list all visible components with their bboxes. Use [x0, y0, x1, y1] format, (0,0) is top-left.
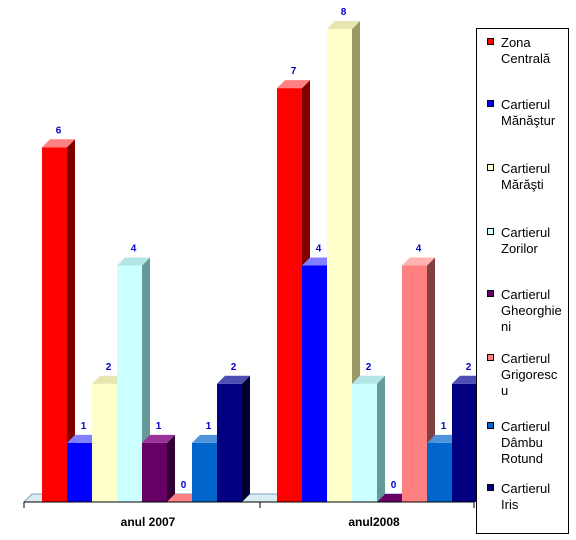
- bar-side: [377, 375, 385, 502]
- legend-label-line: Zorilor: [501, 241, 538, 256]
- data-label: 4: [316, 244, 322, 255]
- data-label: 1: [81, 421, 87, 432]
- bar-top: [277, 80, 310, 89]
- bar-top: [302, 257, 335, 266]
- legend-label-line: Cartierul: [501, 481, 551, 496]
- data-label: 2: [366, 362, 372, 373]
- bar-top: [377, 494, 410, 502]
- legend-label-line: Grigoresc: [501, 367, 558, 382]
- legend-label-line: Centrală: [501, 51, 551, 66]
- legend-label: Cartierul Mănăştur: [501, 97, 569, 129]
- bar-top: [142, 434, 175, 443]
- data-labels: 6 1 2 4 1 0 1 2 7 4 8 2 0 4 1 2: [56, 7, 472, 491]
- bar: [42, 139, 75, 502]
- bar-top: [67, 434, 100, 443]
- bar: [352, 375, 385, 502]
- data-label: 1: [441, 421, 447, 432]
- legend-label: Cartierul Dâmbu Rotund: [501, 419, 569, 467]
- x-axis: anul 2007 anul2008: [23, 501, 475, 529]
- legend-label-line: Zona: [501, 35, 531, 50]
- legend-label-line: Mărăşti: [501, 177, 544, 192]
- legend-swatch: [487, 164, 494, 171]
- data-label: 7: [291, 66, 297, 77]
- data-label: 8: [341, 7, 347, 18]
- legend-swatch: [487, 422, 494, 429]
- data-label: 4: [131, 244, 137, 255]
- legend-label-line: Cartierul: [501, 351, 551, 366]
- legend-swatch: [487, 228, 494, 235]
- bar-top: [327, 21, 360, 29]
- bar-side: [167, 434, 175, 502]
- legend-swatch: [487, 290, 494, 297]
- data-label: 6: [56, 125, 62, 136]
- bar: [217, 375, 250, 502]
- bar-top: [427, 434, 460, 443]
- legend-label: Cartierul Iris: [501, 481, 569, 513]
- legend-label-line: Iris: [501, 497, 519, 512]
- legend-label-line: u: [501, 383, 509, 398]
- bar-front: [302, 265, 327, 502]
- chart-bars: [42, 21, 485, 502]
- bar-side: [242, 375, 250, 502]
- data-label: 1: [156, 421, 162, 432]
- data-label: 2: [231, 362, 237, 373]
- legend-label-line: Cartierul: [501, 225, 551, 240]
- legend-label: Cartierul Grigoresc u: [501, 351, 569, 399]
- legend-label-line: Dâmbu: [501, 435, 543, 450]
- data-label: 0: [391, 480, 397, 491]
- legend-label: Cartierul Zorilor: [501, 225, 569, 257]
- legend-label-line: Cartierul: [501, 97, 551, 112]
- bar: [377, 494, 410, 502]
- legend-label-line: Rotund: [501, 451, 543, 466]
- legend-swatch: [487, 484, 494, 491]
- data-label: 2: [466, 362, 472, 373]
- bar-front: [452, 383, 477, 502]
- legend-label-line: Mănăştur: [501, 113, 556, 128]
- bar-front: [142, 442, 167, 502]
- legend-swatch: [487, 354, 494, 361]
- bar-top: [352, 375, 385, 384]
- legend-label-line: Cartierul: [501, 419, 551, 434]
- legend-swatch: [487, 100, 494, 107]
- bar: [427, 434, 460, 502]
- bar-top: [42, 139, 75, 148]
- bar-side: [67, 139, 75, 502]
- bar-front: [92, 383, 117, 502]
- legend-label-line: ni: [501, 319, 512, 334]
- data-label: 1: [206, 421, 212, 432]
- bar-front: [117, 265, 142, 502]
- bar-top: [402, 257, 435, 266]
- legend-label-line: Gheorghie: [501, 303, 562, 318]
- legend-label: Zona Centrală: [501, 35, 569, 67]
- bar-front: [427, 442, 452, 502]
- chart-legend: Zona Centrală Cartierul Mănăştur Cartier…: [476, 28, 569, 534]
- legend-label-line: Cartierul: [501, 161, 551, 176]
- bar: [142, 434, 175, 502]
- bar-top: [217, 375, 250, 384]
- bar-front: [327, 29, 352, 502]
- x-tick-label: anul2008: [348, 515, 400, 529]
- legend-swatch: [487, 38, 494, 45]
- bar-front: [402, 265, 427, 502]
- bar-top: [167, 494, 200, 502]
- bar-front: [192, 442, 217, 502]
- legend-label: Cartierul Mărăşti: [501, 161, 569, 193]
- bar: [167, 494, 200, 502]
- bar-front: [277, 88, 302, 502]
- bar-front: [217, 383, 242, 502]
- x-tick-label: anul 2007: [121, 515, 176, 529]
- bar-front: [352, 383, 377, 502]
- data-label: 2: [106, 362, 112, 373]
- bar-top: [192, 434, 225, 443]
- bar-front: [67, 442, 92, 502]
- legend-label: Cartierul Gheorghie ni: [501, 287, 569, 335]
- bar: [92, 375, 125, 502]
- data-label: 4: [416, 244, 422, 255]
- bar-top: [117, 257, 150, 266]
- bar-top: [92, 375, 125, 384]
- legend-label-line: Cartierul: [501, 287, 551, 302]
- bar-front: [42, 147, 67, 502]
- data-label: 0: [181, 480, 187, 491]
